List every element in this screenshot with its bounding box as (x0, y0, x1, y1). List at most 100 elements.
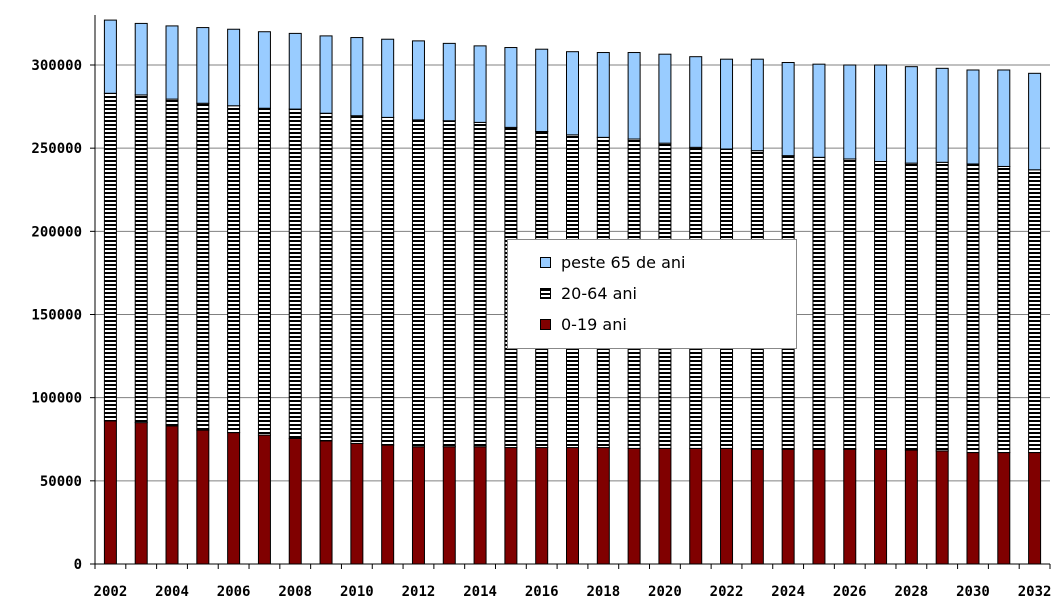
bar-0-19-2017 (566, 447, 579, 565)
bar-0-19-2019 (627, 447, 641, 565)
bar-0-19-2012 (411, 446, 425, 565)
bar-peste-65-2022 (720, 58, 734, 150)
bar-0-19-2006 (227, 432, 241, 565)
x-tick-label: 2004 (155, 584, 189, 600)
bar-20-64-2011 (381, 116, 395, 446)
bar-peste-65-2032 (1028, 72, 1042, 171)
bar-0-19-2005 (196, 429, 210, 565)
bar-peste-65-2014 (473, 45, 487, 123)
y-tick-label: 100000 (31, 391, 82, 407)
bar-peste-65-2021 (689, 56, 703, 148)
x-tick-label: 2030 (956, 584, 990, 600)
legend: peste 65 de ani 20-64 ani 0-19 ani (507, 239, 797, 349)
bar-20-64-2013 (442, 120, 456, 448)
bar-0-19-2007 (257, 434, 271, 565)
x-tick-label: 2020 (648, 584, 682, 600)
bar-0-19-2009 (319, 440, 333, 565)
bar-20-64-2006 (227, 105, 241, 434)
x-tick-label: 2002 (94, 584, 128, 600)
bar-peste-65-2013 (442, 42, 456, 122)
legend-item-0-19: 0-19 ani (540, 312, 627, 336)
bar-20-64-2030 (966, 163, 980, 454)
legend-swatch-peste-65 (540, 256, 551, 268)
bar-0-19-2018 (596, 447, 610, 565)
bar-20-64-2028 (904, 162, 918, 451)
bar-20-64-2004 (165, 98, 179, 427)
bar-0-19-2016 (535, 447, 549, 565)
bar-peste-65-2007 (257, 31, 271, 109)
x-tick-label: 2018 (586, 584, 620, 600)
bar-peste-65-2010 (350, 37, 364, 117)
x-tick-label: 2026 (833, 584, 867, 600)
bar-20-64-2007 (257, 107, 271, 436)
legend-label-20-64: 20-64 ani (561, 283, 637, 303)
bar-20-64-2031 (997, 165, 1011, 454)
bar-peste-65-2002 (103, 19, 117, 94)
y-tick-label: 250000 (31, 141, 82, 157)
x-tick-label: 2016 (525, 584, 559, 600)
bars (103, 19, 1042, 565)
bar-peste-65-2028 (904, 66, 918, 164)
bar-peste-65-2029 (935, 67, 949, 163)
bar-peste-65-2017 (566, 51, 579, 136)
bar-0-19-2024 (781, 448, 795, 565)
bar-0-19-2020 (658, 447, 672, 565)
bar-20-64-2027 (874, 160, 888, 450)
bar-peste-65-2023 (750, 58, 764, 152)
x-tick-label: 2010 (340, 584, 374, 600)
bar-20-64-2032 (1028, 169, 1042, 454)
bar-peste-65-2012 (411, 40, 425, 121)
x-tick-label: 2014 (463, 584, 497, 600)
bar-0-19-2023 (750, 448, 764, 565)
bar-peste-65-2003 (134, 22, 148, 96)
bar-peste-65-2019 (627, 52, 641, 140)
bar-20-64-2012 (411, 119, 425, 448)
bar-0-19-2015 (504, 447, 518, 565)
bar-20-64-2009 (319, 112, 333, 442)
bar-20-64-2003 (134, 94, 148, 424)
bar-peste-65-2031 (997, 69, 1011, 167)
bar-0-19-2028 (904, 449, 918, 565)
x-tick-label: 2024 (771, 584, 805, 600)
x-tick-label: 2012 (402, 584, 436, 600)
y-tick-label: 200000 (31, 224, 82, 240)
bar-0-19-2026 (843, 448, 857, 565)
bar-peste-65-2006 (227, 28, 241, 107)
bar-0-19-2011 (381, 444, 395, 565)
bar-0-19-2031 (997, 452, 1011, 565)
bar-0-19-2027 (874, 448, 888, 565)
bar-0-19-2022 (720, 447, 734, 565)
legend-swatch-20-64 (540, 287, 551, 299)
bar-0-19-2003 (134, 422, 148, 565)
bar-peste-65-2027 (874, 64, 888, 162)
bar-peste-65-2004 (165, 25, 179, 100)
bar-peste-65-2011 (381, 38, 395, 118)
y-tick-label: 0 (74, 557, 82, 573)
bar-peste-65-2030 (966, 69, 980, 165)
bar-20-64-2029 (935, 161, 949, 452)
bar-0-19-2002 (103, 420, 117, 565)
bar-0-19-2029 (935, 450, 949, 565)
bar-20-64-2010 (350, 115, 364, 444)
x-tick-label: 2022 (710, 584, 744, 600)
bar-0-19-2013 (442, 446, 456, 565)
bar-peste-65-2016 (535, 48, 549, 133)
x-tick-label: 2006 (217, 584, 251, 600)
x-tick-labels: 2002 2004 2006 2008 2010 2012 2014 2016 2018 2020… (94, 584, 1052, 600)
bar-0-19-2021 (689, 447, 703, 565)
bar-20-64-2002 (103, 92, 117, 422)
bar-0-19-2014 (473, 446, 487, 565)
x-tick-label: 2008 (278, 584, 312, 600)
x-tick-label: 2028 (895, 584, 929, 600)
legend-label-0-19: 0-19 ani (561, 314, 627, 334)
bar-peste-65-2024 (781, 62, 795, 157)
bar-0-19-2030 (966, 452, 980, 565)
y-tick-label: 50000 (40, 474, 82, 490)
bar-20-64-2014 (473, 121, 487, 448)
bar-peste-65-2025 (812, 63, 826, 158)
axes (90, 15, 1051, 569)
bar-0-19-2008 (288, 437, 302, 565)
legend-item-peste-65: peste 65 de ani (540, 250, 685, 274)
legend-item-20-64: 20-64 ani (540, 281, 637, 305)
